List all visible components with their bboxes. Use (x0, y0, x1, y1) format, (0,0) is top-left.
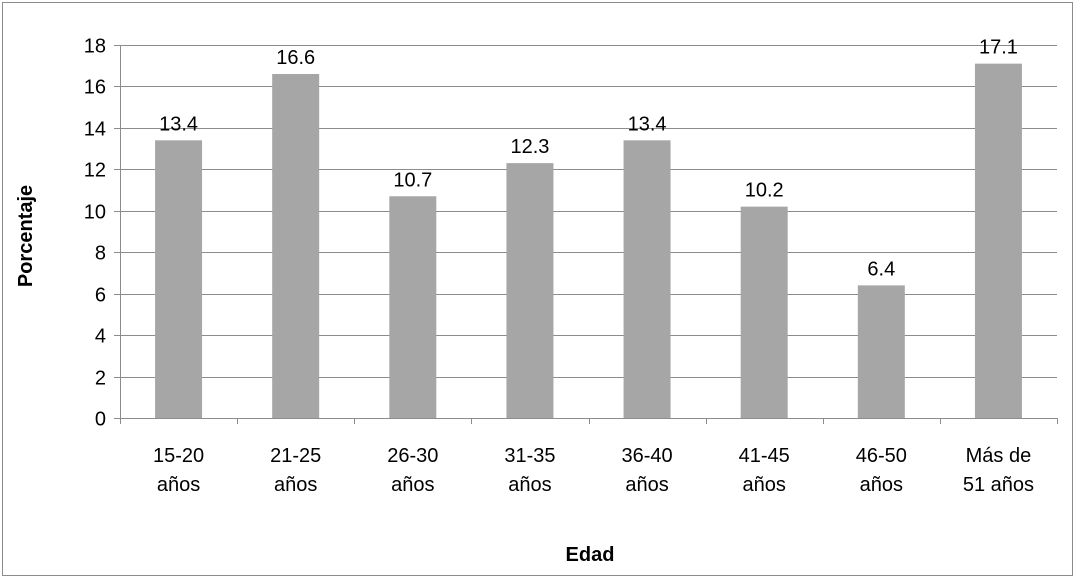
data-label: 10.7 (393, 169, 432, 191)
data-label: 16.6 (276, 47, 315, 69)
y-tick-label: 10 (84, 202, 106, 224)
x-category-label: 46-50 (856, 445, 907, 467)
y-tick-label: 6 (95, 285, 106, 307)
y-tick-label: 4 (95, 326, 106, 348)
y-tick-label: 18 (84, 36, 106, 58)
y-tick-label: 14 (84, 119, 106, 141)
bar (506, 163, 554, 418)
data-label: 12.3 (510, 136, 549, 158)
x-category-label: años (508, 474, 551, 496)
bars (155, 63, 1022, 419)
bar (272, 74, 320, 418)
x-category-label: 51 años (963, 474, 1034, 496)
labels: 0 2 4 6 8 10 12 14 16 18 13.4 15-20 años 16.6 21-25 año… (84, 36, 1034, 497)
data-label: 10.2 (745, 180, 784, 202)
data-label: 13.4 (628, 113, 667, 135)
bar (857, 285, 905, 418)
x-category-label: Más de (966, 445, 1032, 467)
x-category-label: años (625, 474, 668, 496)
y-axis-title: Porcentaje (15, 185, 37, 287)
x-category-label: 31-35 (504, 445, 555, 467)
x-axis-title: Edad (566, 544, 615, 566)
x-category-label: 36-40 (621, 445, 672, 467)
x-category-label: 21-25 (270, 445, 321, 467)
x-category-label: años (860, 474, 903, 496)
bar (974, 63, 1022, 419)
x-category-label: años (391, 474, 434, 496)
bar (155, 140, 203, 419)
y-tick-label: 16 (84, 77, 106, 99)
axes (114, 45, 1058, 424)
bar (389, 196, 437, 418)
x-category-label: 15-20 (153, 445, 204, 467)
x-category-label: 41-45 (739, 445, 790, 467)
y-tick-label: 2 (95, 368, 106, 390)
y-tick-label: 12 (84, 160, 106, 182)
gridlines (120, 45, 1057, 378)
bar (740, 206, 788, 418)
x-category-label: 26-30 (387, 445, 438, 467)
data-label: 17.1 (979, 37, 1018, 59)
x-category-label: años (743, 474, 786, 496)
x-category-label: años (274, 474, 317, 496)
bar (623, 140, 671, 419)
y-tick-label: 0 (95, 409, 106, 431)
y-tick-label: 8 (95, 243, 106, 265)
data-label: 6.4 (867, 258, 895, 280)
x-category-label: años (157, 474, 200, 496)
data-label: 13.4 (159, 113, 198, 135)
